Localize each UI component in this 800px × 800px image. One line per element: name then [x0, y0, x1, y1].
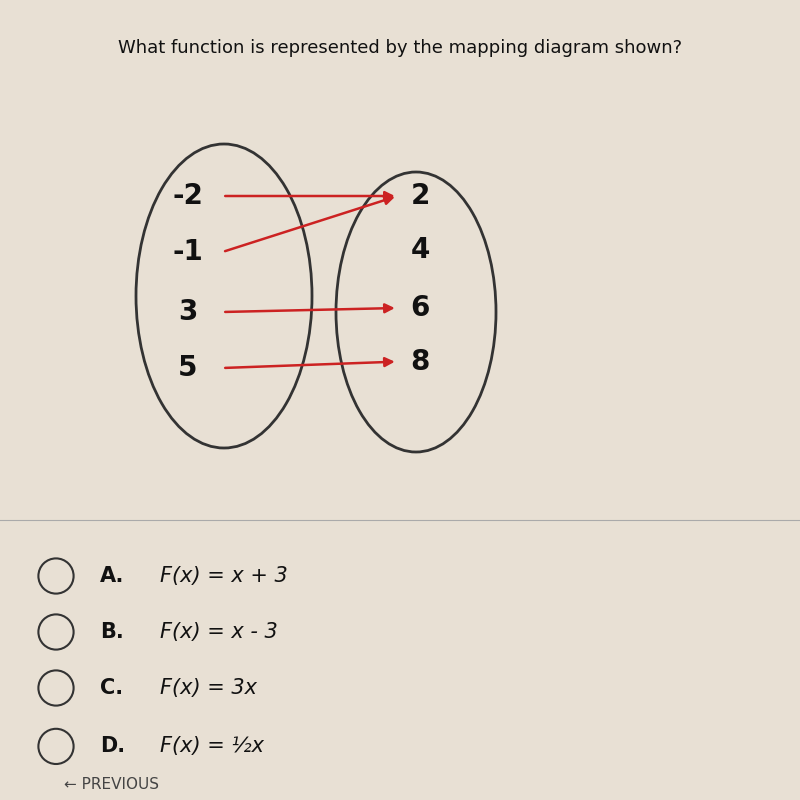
Text: A.: A. [100, 566, 124, 586]
Text: C.: C. [100, 678, 123, 698]
Text: F(x) = ½x: F(x) = ½x [160, 736, 264, 757]
Text: 6: 6 [410, 294, 430, 322]
Text: -2: -2 [173, 182, 203, 210]
Text: 5: 5 [178, 354, 198, 382]
Text: ← PREVIOUS: ← PREVIOUS [64, 777, 159, 792]
Text: F(x) = x + 3: F(x) = x + 3 [160, 566, 288, 586]
Text: D.: D. [100, 736, 125, 757]
Text: 8: 8 [410, 347, 430, 375]
Text: 4: 4 [410, 235, 430, 264]
Text: F(x) = x - 3: F(x) = x - 3 [160, 622, 278, 642]
Text: F(x) = 3x: F(x) = 3x [160, 678, 257, 698]
Text: -1: -1 [173, 238, 203, 266]
Text: What function is represented by the mapping diagram shown?: What function is represented by the mapp… [118, 39, 682, 57]
Text: 2: 2 [410, 182, 430, 210]
Text: B.: B. [100, 622, 124, 642]
Text: 3: 3 [178, 298, 198, 326]
